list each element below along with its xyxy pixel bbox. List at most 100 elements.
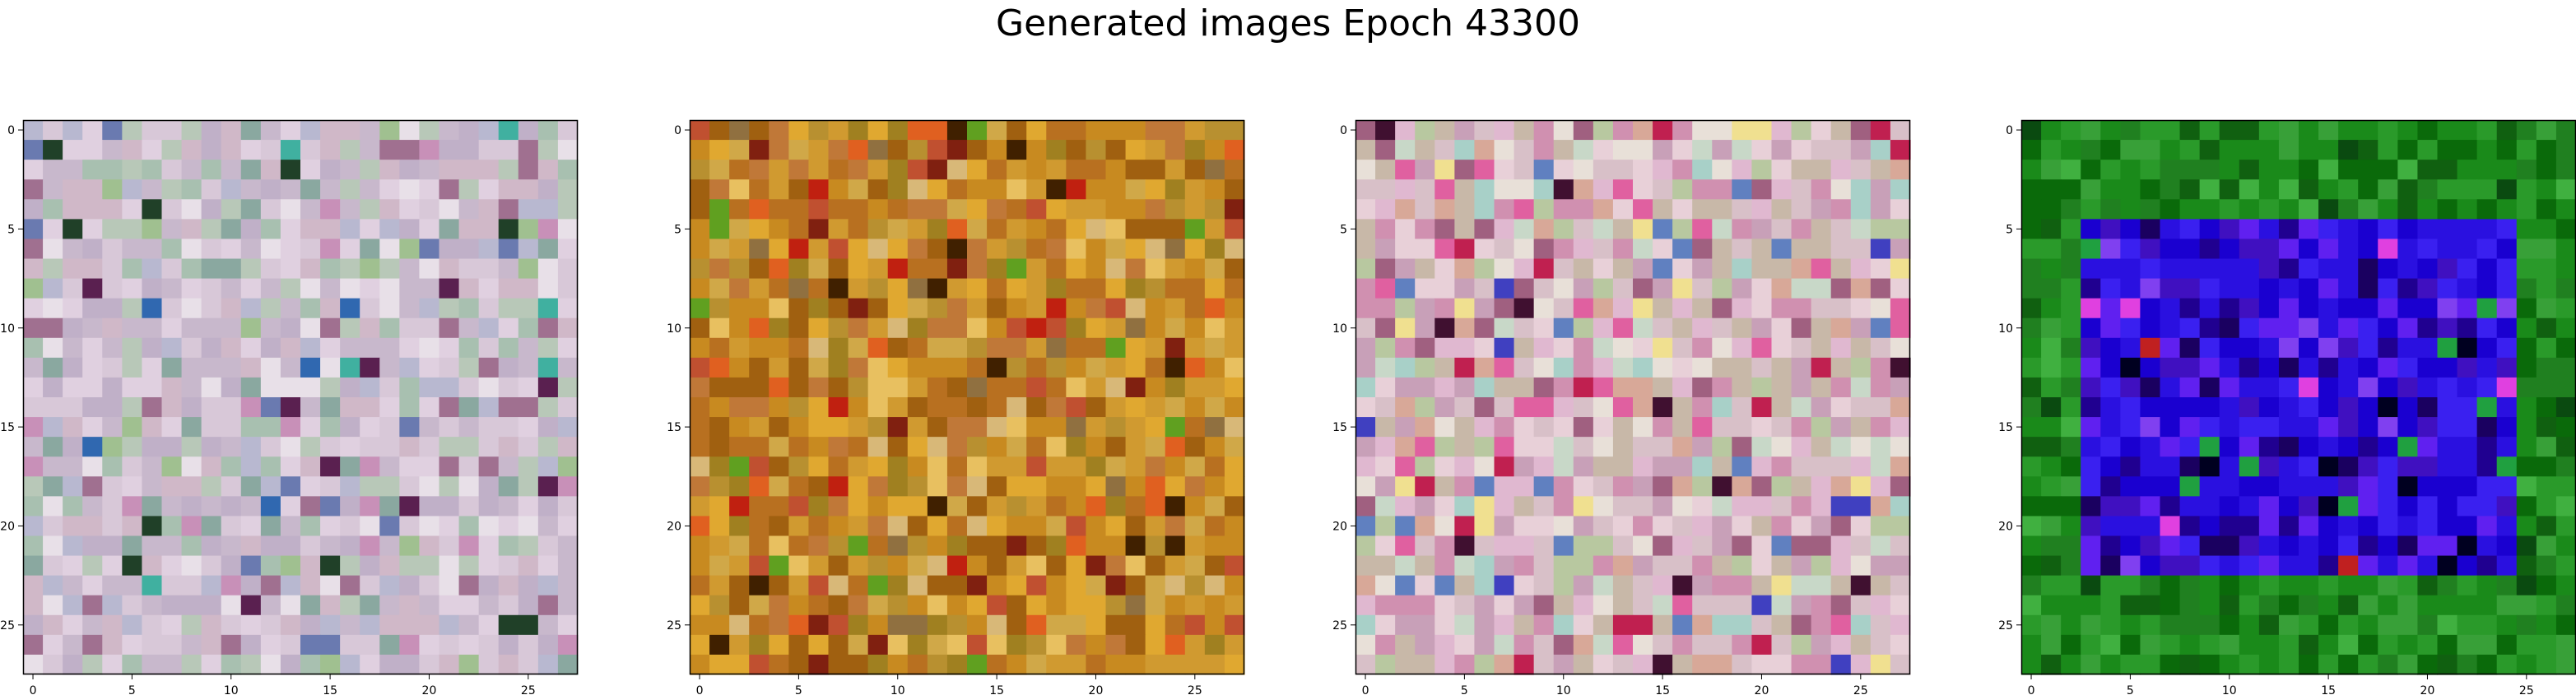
pixel-cell bbox=[749, 179, 770, 200]
pixel-cell bbox=[1494, 219, 1515, 240]
pixel-cell bbox=[1415, 437, 1435, 457]
pixel-cell bbox=[1791, 377, 1812, 398]
pixel-cell bbox=[946, 239, 968, 260]
pixel-cell bbox=[2536, 496, 2557, 517]
pixel-cell bbox=[518, 140, 539, 160]
pixel-cell bbox=[43, 258, 63, 280]
pixel-cell bbox=[848, 634, 869, 656]
pixel-cell bbox=[1533, 575, 1555, 596]
pixel-cell bbox=[1850, 595, 1872, 616]
pixel-cell bbox=[201, 278, 222, 299]
pixel-cell bbox=[2338, 278, 2359, 299]
pixel-cell bbox=[1066, 575, 1087, 596]
pixel-cell bbox=[2258, 654, 2280, 675]
pixel-cell bbox=[1811, 555, 1832, 577]
pixel-cell bbox=[2140, 179, 2161, 200]
pixel-cell bbox=[399, 317, 421, 339]
pixel-cell bbox=[458, 377, 480, 398]
pixel-cell bbox=[1165, 634, 1186, 656]
pixel-cell bbox=[2378, 160, 2398, 180]
pixel-cell bbox=[260, 239, 281, 260]
pixel-cell bbox=[2278, 199, 2299, 220]
pixel-cell bbox=[1612, 397, 1634, 418]
pixel-cell bbox=[1850, 120, 1872, 141]
pixel-cell bbox=[1514, 160, 1535, 180]
pixel-cell bbox=[2457, 437, 2478, 457]
pixel-cell bbox=[967, 595, 988, 616]
pixel-cell bbox=[987, 239, 1007, 260]
pixel-cell bbox=[967, 317, 988, 339]
pixel-cell bbox=[1593, 377, 1614, 398]
pixel-cell bbox=[63, 160, 83, 180]
pixel-cell bbox=[1046, 258, 1067, 280]
pixel-cell bbox=[1165, 377, 1186, 398]
pixel-cell bbox=[280, 555, 301, 577]
pixel-cell bbox=[439, 337, 460, 359]
pixel-cell bbox=[1514, 654, 1535, 675]
pixel-cell bbox=[2120, 437, 2141, 457]
pixel-cell bbox=[161, 120, 183, 141]
pixel-cell bbox=[1375, 575, 1396, 596]
pixel-cell bbox=[320, 219, 341, 240]
pixel-cell bbox=[2417, 575, 2439, 596]
pixel-cell bbox=[240, 199, 262, 220]
pixel-cell bbox=[1395, 179, 1416, 200]
pixel-cell bbox=[1672, 437, 1693, 457]
pixel-cell bbox=[887, 317, 909, 339]
pixel-cell bbox=[749, 258, 770, 280]
pixel-cell bbox=[240, 397, 262, 418]
pixel-cell bbox=[2239, 357, 2260, 378]
pixel-cell bbox=[1633, 278, 1653, 299]
pixel-cell bbox=[518, 456, 539, 477]
pixel-cell bbox=[498, 654, 519, 675]
pixel-cell bbox=[2378, 595, 2398, 616]
pixel-cell bbox=[478, 278, 500, 299]
pixel-cell bbox=[1145, 337, 1166, 359]
pixel-cell bbox=[43, 575, 63, 596]
pixel-cell bbox=[2417, 456, 2439, 477]
pixel-cell bbox=[1145, 239, 1166, 260]
pixel-cell bbox=[907, 614, 928, 636]
y-tick-label: 5 bbox=[1340, 223, 1347, 236]
pixel-cell bbox=[2021, 476, 2042, 497]
pixel-cell bbox=[181, 239, 202, 260]
pixel-cell bbox=[1553, 120, 1574, 141]
pixel-cell bbox=[2021, 456, 2042, 477]
pixel-cell bbox=[102, 120, 123, 141]
pixel-cell bbox=[2378, 397, 2398, 418]
pixel-cell bbox=[2179, 140, 2201, 160]
pixel-cell bbox=[1474, 417, 1495, 438]
pixel-cell bbox=[1890, 476, 1911, 497]
pixel-cell bbox=[1474, 535, 1495, 557]
pixel-cell bbox=[1415, 298, 1435, 319]
pixel-cell bbox=[1751, 456, 1773, 477]
pixel-cell bbox=[2437, 199, 2458, 220]
pixel-cell bbox=[2239, 456, 2260, 477]
pixel-cell bbox=[2258, 199, 2280, 220]
pixel-cell bbox=[2021, 278, 2042, 299]
pixel-cell bbox=[1355, 199, 1376, 220]
pixel-cell bbox=[709, 575, 730, 596]
pixel-cell bbox=[1375, 199, 1396, 220]
pixel-cell bbox=[907, 535, 928, 557]
pixel-cell bbox=[1830, 337, 1852, 359]
pixel-cell bbox=[1712, 555, 1732, 577]
pixel-cell bbox=[1732, 140, 1753, 160]
pixel-cell bbox=[1474, 120, 1495, 141]
pixel-cell bbox=[1633, 535, 1653, 557]
pixel-cell bbox=[102, 437, 123, 457]
pixel-cell bbox=[2140, 397, 2161, 418]
pixel-cell bbox=[1355, 357, 1376, 378]
pixel-cell bbox=[2476, 160, 2498, 180]
pixel-cell bbox=[2140, 516, 2161, 537]
pixel-cell bbox=[1533, 140, 1555, 160]
pixel-cell bbox=[2258, 160, 2280, 180]
pixel-cell bbox=[340, 614, 360, 636]
pixel-cell bbox=[828, 634, 849, 656]
pixel-cell bbox=[221, 239, 242, 260]
pixel-cell bbox=[2021, 555, 2042, 577]
pixel-cell bbox=[1732, 377, 1753, 398]
pixel-cell bbox=[1184, 278, 1206, 299]
pixel-cell bbox=[2219, 496, 2240, 517]
pixel-cell bbox=[2041, 516, 2062, 537]
